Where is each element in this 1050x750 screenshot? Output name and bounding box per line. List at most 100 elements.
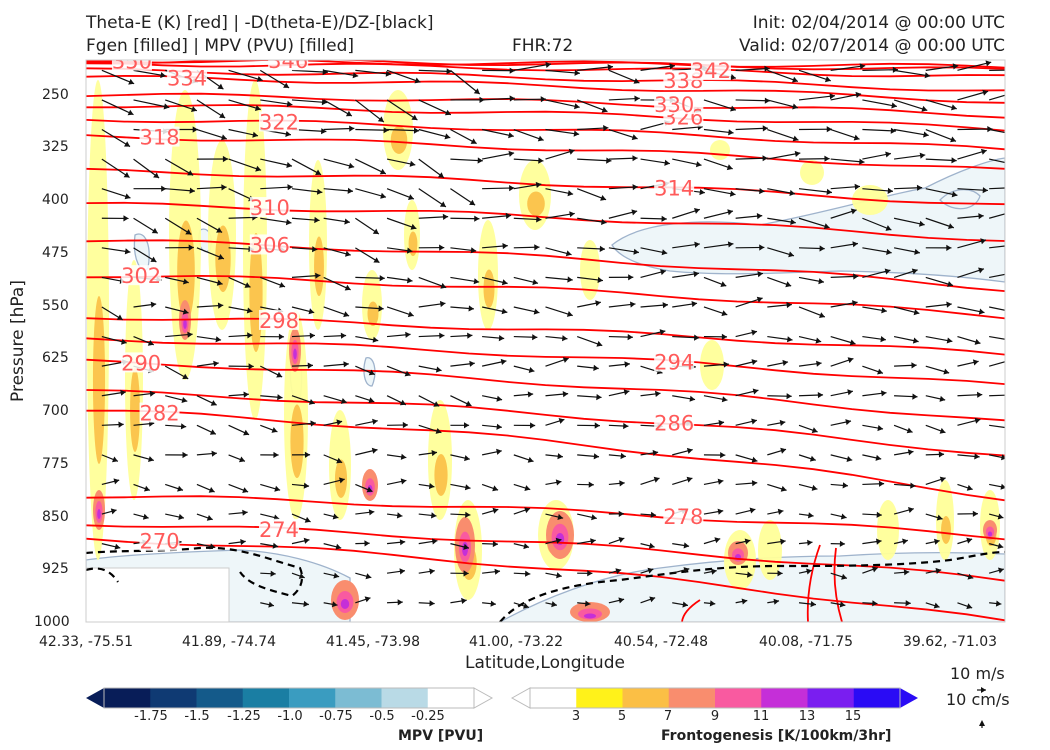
wind-arrowhead [255,165,262,172]
wind-arrowhead [340,332,347,339]
wind-arrowhead [285,130,291,137]
wind-vector [133,99,170,109]
wind-arrowhead [1007,271,1013,277]
wind-arrowhead [371,447,378,454]
wind-arrowhead [880,336,886,343]
wind-arrowhead [344,218,350,225]
wind-arrowhead [343,311,350,318]
wind-arrowhead [859,158,865,165]
wind-vector [545,128,580,135]
wind-arrowhead [153,172,160,178]
theta-e-label-278: 278 [663,505,703,529]
wind-vector [355,69,392,75]
wind-arrowhead [756,213,763,220]
wind-arrowhead [662,302,668,309]
wind-arrowhead [439,244,445,251]
fgen-colorbar-swatch-5 [761,688,808,708]
wind-arrowhead [593,453,599,460]
fgen-tick-2: 7 [663,709,673,724]
wind-arrowhead [730,74,736,80]
wind-arrowhead [368,397,375,404]
wind-arrowhead [396,512,403,519]
fgen-blob-25 [800,160,824,185]
wind-arrowhead [178,513,184,520]
wind-arrowhead [695,161,702,168]
wind-arrowhead [807,539,813,546]
wind-arrowhead [859,63,866,70]
theta-e-near-surface-1 [806,544,821,622]
wind-arrowhead [664,159,670,166]
wind-arrowhead [244,282,251,288]
wind-vector [830,65,866,71]
x-axis-label: Latitude,Longitude [465,653,625,673]
wind-vector [228,99,261,111]
wind-arrowhead [623,389,630,396]
wind-arrowhead [985,60,992,67]
y-tick-625: 625 [42,350,69,366]
fgen-colorbar-left-cap [510,687,531,709]
theta-e-label-294: 294 [654,351,694,375]
wind-arrowhead [886,248,892,255]
wind-arrowhead [823,223,830,230]
wind-arrowhead [728,129,734,136]
wind-arrowhead [551,601,557,608]
wind-arrowhead [437,172,444,178]
wind-arrowhead [185,229,192,235]
wind-arrowhead [211,450,217,457]
wind-arrowhead [574,103,580,110]
wind-arrowhead [850,208,857,215]
mpv-colorbar-swatch-3 [242,688,290,708]
wind-arrowhead [855,91,862,98]
wind-arrowhead [217,302,224,309]
wind-vector [893,128,929,137]
wind-arrowhead [885,225,892,231]
wind-vector [355,128,389,131]
wind-arrowhead [209,429,216,435]
wind-arrowhead [558,418,565,424]
wind-arrowhead [780,485,787,492]
wind-arrowhead [849,339,856,346]
wind-arrowhead [287,184,293,191]
wind-arrowhead [336,457,343,464]
fgen-colorbar-swatch-7 [853,688,901,708]
wind-vector [862,217,892,231]
wind-vector [545,99,580,108]
fgen-blob-20 [877,500,899,560]
wind-arrowhead [160,72,166,79]
wind-arrowhead [718,419,725,427]
wind-arrowhead [248,363,254,370]
wind-arrowhead [792,76,798,83]
fgen-blob-16 [580,240,600,300]
wind-arrowhead [285,219,292,226]
wind-arrowhead [811,484,818,491]
wind-arrowhead [431,450,437,457]
wind-vector [418,158,445,179]
wind-arrowhead [464,484,471,491]
wind-arrowhead [669,63,675,70]
wind-arrowhead [727,241,734,248]
wind-arrowhead [372,418,378,425]
wind-arrowhead [607,64,613,71]
wind-arrowhead [150,256,157,262]
wind-arrowhead [615,568,622,575]
wind-arrowhead [573,130,580,137]
wind-arrowhead [465,511,471,518]
wind-arrowhead [348,162,355,169]
wind-arrowhead [790,218,796,225]
wind-arrowhead [594,422,600,429]
mpv-tick-6: -0.25 [411,709,445,724]
wind-arrowhead [446,68,452,75]
wind-arrowhead [721,333,727,340]
wind-arrowhead [933,602,940,609]
wind-arrowhead [562,357,569,363]
wind-arrowhead [279,282,285,288]
wind-arrowhead [532,279,538,286]
wind-arrowhead [1015,185,1020,191]
wind-arrowhead [916,184,923,191]
wind-arrowhead [399,568,405,575]
theta-e-contour-326 [86,104,1005,132]
wind-arrowhead [653,476,660,483]
dthetae-dz-contour-2 [86,567,119,583]
theta-e-label-346: 346 [268,49,308,73]
wind-arrowhead [1011,309,1017,315]
